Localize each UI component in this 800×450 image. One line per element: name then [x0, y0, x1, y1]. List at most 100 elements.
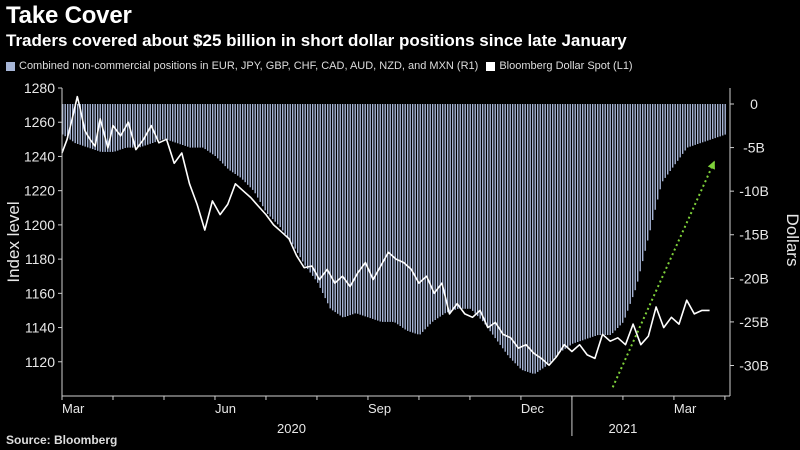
position-bar	[339, 104, 341, 316]
position-bar	[189, 104, 191, 148]
position-bar	[94, 104, 96, 150]
position-bar	[652, 104, 654, 220]
position-bar	[82, 104, 84, 146]
position-bar	[74, 104, 76, 144]
position-bar	[377, 104, 379, 321]
position-bar	[309, 104, 311, 273]
position-bar	[569, 104, 571, 346]
position-bar	[492, 104, 494, 335]
left-axis-tick-label: 1260	[24, 114, 55, 130]
trend-arrow-head	[707, 160, 715, 170]
position-bar	[72, 104, 74, 142]
position-bar	[449, 104, 451, 312]
position-bar	[717, 104, 719, 138]
position-bar	[507, 104, 509, 356]
position-bar	[132, 104, 134, 148]
position-bar	[329, 104, 331, 309]
position-bar	[397, 104, 399, 325]
position-bar	[137, 104, 139, 148]
position-bar	[187, 104, 189, 147]
position-bar	[357, 104, 359, 314]
position-bar	[159, 104, 161, 141]
position-bar	[259, 104, 261, 202]
position-bar	[687, 104, 689, 148]
x-axis-month-label: Jun	[215, 401, 236, 416]
right-axis-tick-label: -30B	[739, 357, 769, 373]
position-bar	[342, 104, 344, 318]
legend-label-dollar-spot: Bloomberg Dollar Spot (L1)	[499, 60, 633, 72]
position-bar	[269, 104, 271, 217]
position-bar	[404, 104, 406, 330]
position-bar	[97, 104, 99, 151]
position-bar	[274, 104, 276, 222]
position-bar	[332, 104, 334, 311]
position-bar	[219, 104, 221, 161]
position-bar	[607, 104, 609, 335]
position-bar	[79, 104, 81, 145]
position-bar	[447, 104, 449, 313]
position-bar	[559, 104, 561, 353]
position-bar	[367, 104, 369, 318]
position-bar	[389, 104, 391, 322]
position-bar	[287, 104, 289, 238]
position-bar	[459, 104, 461, 309]
position-bar	[479, 104, 481, 319]
position-bar	[264, 104, 266, 211]
left-axis-title: Index level	[4, 201, 23, 282]
position-bar	[477, 104, 479, 317]
position-bar	[677, 104, 679, 161]
position-bar	[202, 104, 204, 148]
position-bar	[502, 104, 504, 349]
position-bar	[387, 104, 389, 322]
position-bar	[84, 104, 86, 147]
position-bar	[232, 104, 234, 173]
left-axis-tick-label: 1200	[24, 217, 55, 233]
position-bar	[642, 104, 644, 262]
position-bar	[394, 104, 396, 323]
position-bar	[662, 104, 664, 182]
position-bar	[564, 104, 566, 349]
position-bar	[547, 104, 549, 365]
position-bar	[349, 104, 351, 316]
position-bar	[99, 104, 101, 152]
position-bar	[122, 104, 124, 149]
position-bar	[407, 104, 409, 331]
position-bar	[452, 104, 454, 311]
position-bar	[637, 104, 639, 282]
position-bar	[129, 104, 131, 148]
position-bar	[667, 104, 669, 175]
position-bar	[534, 104, 536, 374]
chart-subtitle: Traders covered about $25 billion in sho…	[6, 31, 627, 50]
position-bar	[87, 104, 89, 148]
position-bar	[314, 104, 316, 280]
position-bar	[429, 104, 431, 325]
position-bar	[304, 104, 306, 266]
position-bar	[384, 104, 386, 322]
position-bar	[337, 104, 339, 314]
position-bar	[149, 104, 151, 144]
position-bar	[722, 104, 724, 136]
position-bar	[709, 104, 711, 140]
position-bar	[324, 104, 326, 299]
position-bar	[369, 104, 371, 319]
position-bar	[239, 104, 241, 178]
legend-item-dollar-spot: Bloomberg Dollar Spot (L1)	[486, 60, 633, 72]
position-bar	[124, 104, 126, 148]
position-bar	[257, 104, 259, 198]
legend-item-positions: Combined non-commercial positions in EUR…	[6, 60, 478, 72]
position-bar	[494, 104, 496, 339]
position-bar	[614, 104, 616, 331]
position-bar	[89, 104, 91, 149]
right-axis-tick-label: 0	[750, 96, 758, 112]
position-bar	[724, 104, 726, 135]
position-bar	[489, 104, 491, 332]
position-bar	[204, 104, 206, 150]
position-bar	[634, 104, 636, 291]
position-bar	[574, 104, 576, 343]
position-bar	[169, 104, 171, 141]
position-bar	[632, 104, 634, 298]
position-bar	[242, 104, 244, 180]
right-axis-title: Dollars	[783, 214, 800, 267]
position-bar	[224, 104, 226, 167]
